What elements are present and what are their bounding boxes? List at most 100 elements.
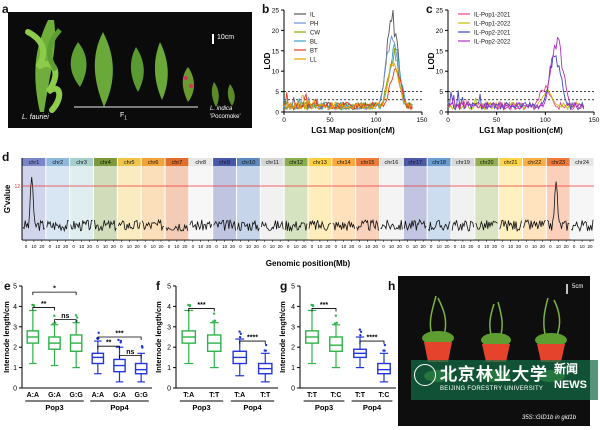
x-tick-label: 50 [326, 117, 334, 124]
x-tick-label: 0 [311, 244, 314, 249]
panel-c-label: c [426, 2, 433, 16]
sig-label: ns [61, 313, 69, 320]
x-tick-label: 0 [168, 244, 171, 249]
y-tick-label: 5 [167, 284, 171, 291]
y-tick-label: 3 [167, 324, 171, 331]
chr-label-chr17: chr17 [408, 160, 422, 166]
x-tick-label: 0 [239, 244, 242, 249]
x-tick-label: 0 [49, 244, 52, 249]
chr-band-chr22 [523, 158, 546, 240]
x-tick-label: 10 [79, 244, 85, 249]
group-label-Pop4: Pop4 [110, 403, 129, 412]
caption-h: 35S::GID1b in gid1b [522, 415, 577, 421]
outlier-point [310, 303, 313, 307]
x-tick-label: 100 [540, 117, 551, 124]
panel-a-label: a [2, 2, 9, 16]
chr-header-chr22 [523, 158, 546, 166]
outlier-point [359, 330, 363, 334]
y-tick-label: 15 [436, 48, 444, 55]
legend-label: CW [310, 31, 320, 37]
x-tick-label: 0 [430, 244, 433, 249]
y-tick-label: 5 [291, 284, 295, 291]
x-tick-label: 20 [564, 244, 570, 249]
x-tick-label: 150 [589, 117, 600, 124]
chr-band-chr16 [380, 158, 403, 240]
watermark-cn-news: 新闻 [554, 362, 579, 376]
chr-label-chr4: chr4 [100, 160, 111, 166]
x-tick-label: 20 [301, 244, 307, 249]
x-tick-label: 150 [417, 117, 428, 124]
x-tick-label: 10 [127, 244, 133, 249]
lod-chart-c: 0 5 10 15 20 25 0 50 100 150 LG1 Map position(cM) L… [427, 8, 600, 136]
y-tick-label: 1 [13, 365, 17, 372]
plant-f1-group [70, 32, 194, 107]
group-label-Pop3: Pop3 [315, 403, 333, 412]
category-label: T:T [260, 392, 271, 399]
x-tick-label: 20 [135, 244, 141, 249]
x-tick-label: 0 [446, 117, 450, 124]
plant-photo-a [8, 12, 252, 128]
chr-header-chr24 [570, 158, 594, 166]
sig-label: *** [197, 302, 205, 309]
watermark-en-news: NEWS [554, 379, 587, 391]
gvalue-line-chr23 [547, 181, 570, 231]
legend-label: IL-Pop1-2022 [474, 22, 511, 28]
x-tick-label: 10 [413, 244, 419, 249]
x-tick-label: 0 [144, 244, 147, 249]
outlier-point [76, 316, 79, 319]
scale-label-a: 10cm [217, 34, 235, 41]
group-label-Pop4: Pop4 [363, 403, 382, 412]
chr-band-chr5 [117, 158, 141, 240]
sig-bracket [97, 345, 120, 350]
threshold-label: 12 [14, 184, 20, 190]
x-tick-label: 20 [349, 244, 355, 249]
plant-pot-2 [481, 301, 511, 362]
chr-label-chr22: chr22 [528, 160, 542, 166]
panel-f-label: f [156, 279, 160, 293]
y-tick-label: 0 [13, 386, 17, 393]
chr-header-chr15 [356, 158, 379, 166]
x-tick-label: 0 [406, 244, 409, 249]
legend-label: LL [310, 58, 317, 64]
gvalue-line-chr4 [94, 219, 117, 232]
chr-header-chr20 [475, 158, 499, 166]
boxplot-f: 0 1 2 3 4 5 Internode length/cm T:A T:T T:A T:T Pop… [154, 284, 278, 412]
chr-label-chr1: chr1 [29, 160, 40, 166]
x-tick-label: 20 [158, 244, 164, 249]
chr-header-chr5 [117, 158, 141, 166]
x-tick-label: 0 [282, 117, 286, 124]
chr-header-chr10 [237, 158, 260, 166]
category-label: T:T [209, 392, 220, 399]
chr-label-chr2: chr2 [52, 160, 63, 166]
x-tick-label: 0 [215, 244, 218, 249]
x-tick-label: 10 [55, 244, 61, 249]
y-tick-label: 3 [13, 324, 17, 331]
scale-label-h: 5cm [572, 284, 584, 290]
label-f1: F1 [120, 112, 127, 121]
x-tick-label: 20 [373, 244, 379, 249]
x-tick-label: 0 [358, 244, 361, 249]
outlier-point [187, 303, 190, 307]
chr-header-chr13 [308, 158, 332, 166]
category-label: T:C [331, 392, 342, 399]
outlier-point [97, 331, 100, 335]
x-tick-label: 10 [365, 244, 371, 249]
sig-label: ** [106, 340, 112, 347]
box-body [134, 362, 148, 375]
x-tick-label: 0 [25, 244, 28, 249]
x-tick-label: 20 [230, 244, 236, 249]
x-tick-label: 10 [460, 244, 466, 249]
x-tick-label: 0 [72, 244, 75, 249]
x-tick-label: 0 [478, 244, 481, 249]
outlier-point [264, 343, 268, 347]
plant-pot-3 [535, 297, 567, 362]
panel-h-label: h [388, 279, 396, 293]
outlier-point [31, 303, 34, 307]
chr-band-chr9 [213, 158, 236, 240]
chr-label-chr8: chr8 [195, 160, 206, 166]
plant-pot-1 [422, 295, 454, 362]
outlier-point [383, 343, 387, 347]
chr-band-chr12 [284, 158, 308, 240]
sig-bracket [97, 336, 142, 340]
category-label: G:G [70, 392, 84, 399]
